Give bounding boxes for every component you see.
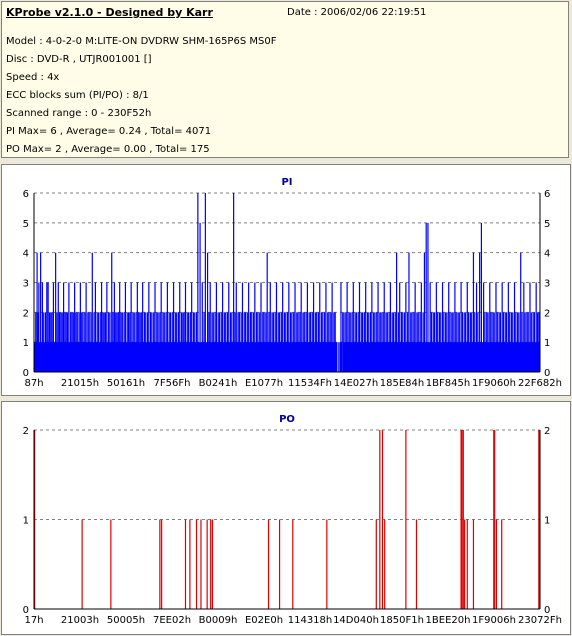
po-x-tick-label: E02E0h [245, 615, 283, 626]
pi-y-tick-label-left: 3 [23, 279, 29, 290]
pi-x-tick-label: 1BF845h [426, 378, 470, 389]
po-x-tick-label: 1F9006h [472, 615, 516, 626]
po-y-tick-label-right: 0 [544, 605, 550, 616]
pi-x-tick-label: 22F682h [518, 378, 562, 389]
po-x-tick-label: B0009h [199, 615, 238, 626]
pi-y-tick-label-right: 2 [544, 308, 550, 319]
po-x-tick-label: 14D040h [333, 615, 379, 626]
pi-x-tick-label: E1077h [245, 378, 283, 389]
po-y-tick-label-left: 0 [23, 605, 29, 616]
pi-y-tick-label-right: 4 [544, 249, 550, 260]
pi-y-tick-label-left: 5 [23, 219, 29, 230]
pi-y-tick-label-right: 5 [544, 219, 550, 230]
po-y-tick-label-left: 2 [23, 426, 29, 437]
model-line: Model : 4-0-2-0 M:LITE-ON DVDRW SHM-165P… [6, 36, 277, 47]
pi-x-tick-label: 11534Fh [288, 378, 332, 389]
pi-x-tick-label: 50161h [107, 378, 145, 389]
pi-x-tick-label: 87h [24, 378, 43, 389]
pi-y-tick-label-right: 0 [544, 368, 550, 379]
scanned-range-line: Scanned range : 0 - 230F52h [6, 108, 152, 119]
po-y-tick-label-right: 2 [544, 426, 550, 437]
pi-y-tick-label-right: 6 [544, 189, 550, 200]
pi-y-tick-label-right: 1 [544, 338, 550, 349]
po-x-tick-label: 1BEE20h [426, 615, 471, 626]
pi-y-tick-label-left: 4 [23, 249, 29, 260]
po-x-tick-label: 50005h [107, 615, 145, 626]
po-x-tick-label: 114318h [288, 615, 333, 626]
disc-line: Disc : DVD-R , UTJR001001 [] [6, 54, 152, 65]
po-x-tick-label: 21003h [61, 615, 99, 626]
pi-x-tick-label: 21015h [61, 378, 99, 389]
ecc-sum-line: ECC blocks sum (PI/PO) : 8/1 [6, 90, 149, 101]
pi-stats-line: PI Max= 6 , Average= 0.24 , Total= 4071 [6, 126, 212, 137]
pi-x-tick-label: B0241h [199, 378, 238, 389]
pi-x-tick-label: 1F9060h [472, 378, 516, 389]
pi-x-tick-label: 14E027h [334, 378, 378, 389]
po-x-tick-label: 1850F1h [380, 615, 424, 626]
pi-y-tick-label-left: 1 [23, 338, 29, 349]
po-x-tick-label: 23072Fh [518, 615, 562, 626]
po-chart-panel: PO 0 0 1 1 2 2 17h 21003h 50005h 7EE02h B0009h E02E0… [1, 401, 571, 635]
pi-x-tick-label: 7F56Fh [154, 378, 191, 389]
pi-y-tick-label-right: 3 [544, 279, 550, 290]
po-x-tick-label: 7EE02h [153, 615, 191, 626]
speed-line: Speed : 4x [6, 72, 60, 83]
scan-info-panel: KProbe v2.1.0 - Designed by Karr Date : … [1, 1, 569, 158]
po-y-tick-label-right: 1 [544, 516, 550, 527]
pi-chart-title: PI [281, 177, 292, 188]
pi-chart-panel: PI 0 0 1 1 2 2 3 3 4 4 5 5 6 6 87h 21015h 50161h 7F56Fh B02… [1, 164, 571, 396]
po-y-tick-label-left: 1 [23, 516, 29, 527]
app-title: KProbe v2.1.0 - Designed by Karr [6, 6, 213, 19]
po-x-tick-label: 17h [24, 615, 43, 626]
pi-chart: PI 0 0 1 1 2 2 3 3 4 4 5 5 6 6 87h 21015h 50161h 7F56Fh B02… [23, 177, 562, 389]
pi-baseline-bar [337, 342, 339, 372]
pi-y-tick-label-left: 0 [23, 368, 29, 379]
pi-y-tick-label-left: 6 [23, 189, 29, 200]
scan-date: Date : 2006/02/06 22:19:51 [287, 7, 427, 18]
po-stats-line: PO Max= 2 , Average= 0.00 , Total= 175 [6, 144, 210, 155]
po-chart-title: PO [279, 414, 295, 425]
pi-x-tick-label: 185E84h [380, 378, 424, 389]
pi-y-tick-label-left: 2 [23, 308, 29, 319]
po-chart: PO 0 0 1 1 2 2 17h 21003h 50005h 7EE02h B0009h E02E0… [23, 414, 562, 626]
